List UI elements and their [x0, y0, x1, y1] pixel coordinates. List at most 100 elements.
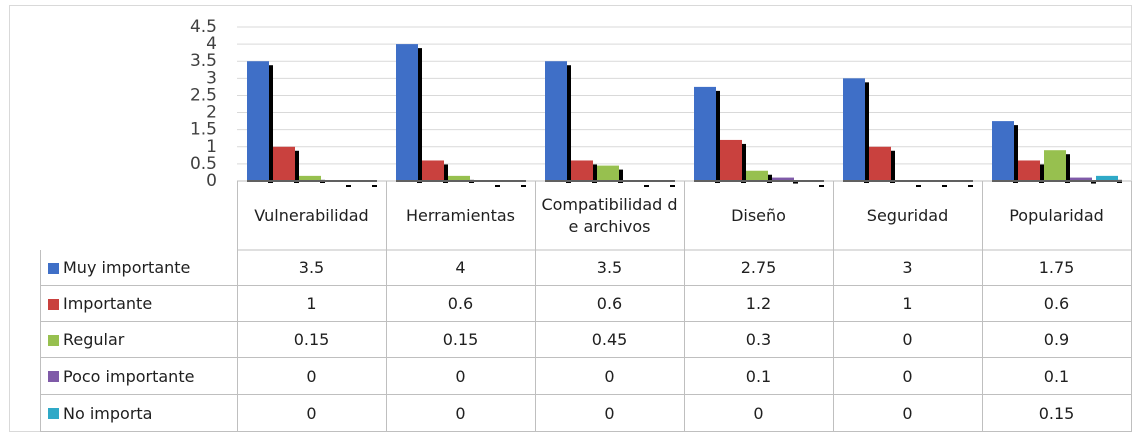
table-value: 0: [902, 366, 913, 386]
bar-shadow: [968, 185, 973, 187]
bar-shadow: [1039, 164, 1044, 183]
table-value: 0: [306, 403, 317, 423]
table-value: 0: [306, 366, 317, 386]
category-label: Compatibilidad de archivos: [541, 194, 678, 236]
bar: [772, 177, 794, 181]
y-tick-label: 4: [206, 34, 217, 54]
table-value: 0: [604, 403, 615, 423]
table-value: 0: [455, 403, 466, 423]
bar-shadow: [417, 48, 422, 183]
legend-entry: Importante: [40, 286, 237, 322]
table-value: 0.45: [591, 330, 628, 349]
legend-swatch: [48, 408, 59, 419]
bar-shadow: [372, 185, 377, 187]
bar: [299, 175, 321, 181]
table-value: 0: [902, 330, 913, 349]
y-tick-label: 0.5: [190, 154, 217, 174]
bar-shadow: [1091, 181, 1096, 184]
bar-shadow: [495, 185, 500, 187]
table-value: 0.6: [596, 294, 623, 313]
legend-entry: Poco importante: [40, 358, 237, 395]
table-value: 2.75: [740, 258, 777, 277]
bar-shadow: [268, 65, 273, 183]
legend-label: No importa: [63, 403, 153, 423]
category-label: Herramientas: [406, 205, 515, 225]
bar-shadow: [592, 164, 597, 183]
legend-swatch: [48, 298, 59, 310]
bar: [694, 86, 716, 181]
table-value: 0.15: [442, 330, 479, 349]
bar-shadow: [566, 65, 571, 183]
table-value: 1.75: [1038, 258, 1075, 277]
y-tick-label: 3.5: [190, 51, 217, 71]
bar: [746, 170, 768, 181]
bar: [545, 61, 567, 181]
legend-label: Muy importante: [63, 258, 191, 277]
table-value: 0.1: [745, 366, 772, 386]
table-value: 4: [455, 258, 466, 277]
table-value: 0.3: [745, 330, 772, 349]
bar: [597, 165, 619, 181]
table-value: 0.9: [1043, 330, 1070, 349]
bar: [1070, 177, 1092, 181]
bar-shadow: [644, 185, 649, 187]
category-label: Vulnerabilidad: [254, 205, 369, 225]
bar-shadow: [521, 185, 526, 187]
bar: [273, 146, 295, 181]
bar-shadow: [819, 185, 824, 187]
bar-shadow: [294, 150, 299, 183]
legend-swatch: [48, 262, 59, 274]
bar-shadow: [618, 169, 623, 183]
table-value: 0: [753, 403, 764, 423]
table-value: 0.15: [293, 330, 330, 349]
category-label: Popularidad: [1009, 205, 1104, 225]
table-value: 3.5: [298, 258, 325, 277]
table-value: 1: [306, 294, 317, 313]
bar: [571, 160, 593, 181]
legend-label: Importante: [63, 294, 153, 313]
bar: [843, 78, 865, 181]
category-label: Diseño: [731, 205, 786, 225]
bar: [869, 146, 891, 181]
table-value: 3: [902, 258, 913, 277]
bar-shadow: [793, 181, 798, 184]
table-value: 0.6: [447, 294, 474, 313]
bar-shadow: [715, 90, 720, 183]
table-value: 0: [902, 403, 913, 423]
bar-shadow: [741, 143, 746, 183]
bar: [1096, 175, 1118, 181]
bar-shadow: [346, 185, 351, 187]
bar: [1044, 150, 1066, 181]
y-tick-label: 3: [206, 68, 217, 88]
table-value: 0.15: [1038, 403, 1075, 423]
bar: [422, 160, 444, 181]
bar-shadow: [864, 82, 869, 183]
table-value: 0: [455, 366, 466, 386]
table-value: 0.6: [1043, 294, 1070, 313]
bar-shadow: [916, 185, 921, 187]
y-tick-label: 1.5: [190, 120, 217, 140]
table-value: 1.2: [745, 294, 772, 313]
bar-shadow: [670, 185, 675, 187]
bar: [448, 175, 470, 181]
y-tick-label: 0: [206, 171, 217, 191]
legend-label: Regular: [63, 330, 125, 349]
y-tick-label: 2.5: [190, 85, 217, 105]
bar-shadow: [942, 185, 947, 187]
category-label: Seguridad: [866, 205, 949, 225]
bar: [396, 44, 418, 181]
legend-swatch: [48, 371, 59, 382]
bar-shadow: [890, 150, 895, 183]
legend-swatch: [48, 334, 59, 346]
table-value: 1: [902, 294, 913, 313]
table-value: 3.5: [596, 258, 623, 277]
bar-shadow: [1065, 154, 1070, 183]
bar-shadow: [443, 164, 448, 183]
bar: [247, 61, 269, 181]
bar: [720, 139, 742, 181]
bar-shadow: [1013, 125, 1018, 183]
bar: [992, 121, 1014, 181]
y-tick-label: 1: [206, 137, 217, 157]
